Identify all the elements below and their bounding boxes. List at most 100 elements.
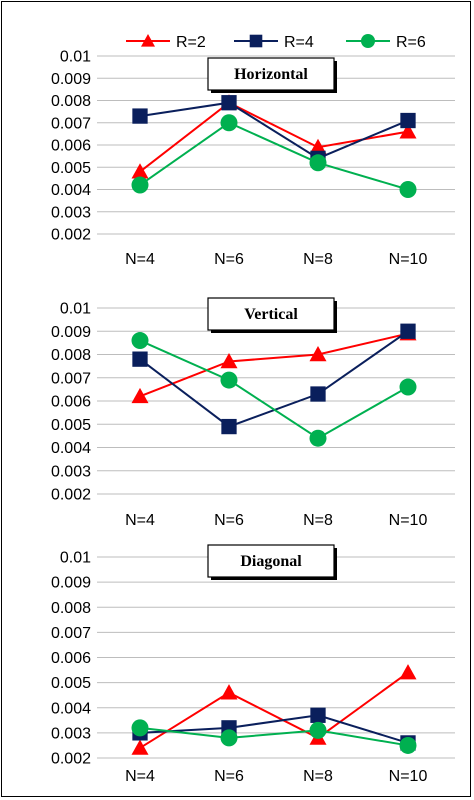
x-tick-label: N=6: [214, 251, 244, 268]
data-point: [221, 418, 237, 435]
x-tick-label: N=8: [303, 512, 333, 529]
series-line: [139, 101, 409, 160]
y-tick-label: 0.005: [51, 417, 91, 434]
data-point: [400, 323, 416, 339]
panel-title-box: Horizontal: [207, 57, 337, 93]
x-tick-label: N=4: [125, 768, 155, 785]
y-tick-label: 0.008: [51, 600, 91, 617]
y-tick-label: 0.002: [51, 751, 91, 768]
panel-title: Horizontal: [234, 66, 308, 83]
data-point: [221, 95, 237, 111]
legend-marker: [361, 34, 375, 48]
data-point: [309, 154, 327, 172]
y-tick-label: 0.005: [51, 675, 91, 692]
x-tick-label: N=10: [389, 768, 428, 785]
y-tick-label: 0.009: [51, 324, 91, 341]
chart-panels: 0.002 0.003 0.004 0.005 0.006 0.007 0.008 0.009…: [51, 49, 455, 785]
panel-title-box: Diagonal: [207, 544, 337, 580]
y-tick-label: 0.01: [60, 301, 91, 318]
y-tick-label: 0.006: [51, 394, 91, 411]
series-line: [139, 332, 409, 398]
y-tick-label: 0.002: [51, 227, 91, 244]
series-line: [139, 714, 409, 744]
data-point: [399, 378, 417, 396]
title-box: [207, 544, 335, 578]
data-point: [310, 386, 326, 402]
panel-title-box: Vertical: [207, 297, 337, 333]
y-tick-label: 0.005: [51, 160, 91, 177]
data-point: [131, 176, 149, 194]
x-tick-label: N=10: [389, 512, 428, 529]
data-point: [220, 352, 238, 369]
panel-title: Diagonal: [240, 553, 302, 570]
x-tick-label: N=8: [303, 251, 333, 268]
legend-label: R=2: [176, 34, 206, 51]
series-line: [139, 339, 409, 440]
y-tick-label: 0.002: [51, 487, 91, 504]
data-point: [131, 163, 149, 179]
legend-item: R=6: [346, 34, 426, 51]
data-point: [131, 332, 149, 350]
data-point: [132, 351, 148, 367]
y-tick-label: 0.007: [51, 625, 91, 642]
data-point: [220, 114, 238, 132]
y-tick-label: 0.01: [60, 550, 91, 567]
y-tick-label: 0.01: [60, 49, 91, 66]
title-box: [207, 297, 335, 331]
y-tick-label: 0.007: [51, 115, 91, 132]
series-line: [139, 671, 409, 749]
y-tick-label: 0.003: [51, 725, 91, 742]
y-tick-label: 0.003: [51, 204, 91, 221]
y-tick-label: 0.008: [51, 347, 91, 364]
data-point: [220, 729, 238, 747]
data-point: [309, 721, 327, 739]
data-point: [132, 108, 148, 124]
chart-panel: 0.002 0.003 0.004 0.005 0.006 0.007 0.008 0.009…: [51, 544, 455, 785]
x-tick-label: N=10: [389, 251, 428, 268]
data-point: [309, 138, 327, 155]
series-line: [139, 330, 409, 428]
data-point: [220, 371, 238, 389]
y-tick-label: 0.003: [51, 463, 91, 480]
y-tick-label: 0.008: [51, 93, 91, 110]
series-line: [139, 121, 409, 191]
data-point: [399, 181, 417, 198]
x-tick-label: N=4: [125, 512, 155, 529]
series-line: [139, 726, 409, 747]
y-tick-label: 0.004: [51, 182, 91, 199]
legend-item: R=4: [234, 34, 314, 51]
y-tick-label: 0.006: [51, 138, 91, 155]
data-point: [309, 346, 327, 362]
x-tick-label: N=6: [214, 768, 244, 785]
data-point: [310, 707, 326, 723]
x-tick-label: N=8: [303, 768, 333, 785]
title-box: [207, 57, 335, 91]
panel-title: Vertical: [244, 306, 298, 323]
legend-label: R=6: [396, 34, 426, 51]
legend-marker: [141, 34, 155, 47]
y-tick-label: 0.004: [51, 700, 91, 717]
legend-item: R=2: [126, 34, 206, 51]
y-tick-label: 0.009: [51, 575, 91, 592]
chart-panel: 0.002 0.003 0.004 0.005 0.006 0.007 0.008 0.009…: [51, 49, 455, 268]
legend: R=2 R=4 R=6: [126, 34, 426, 51]
data-point: [399, 664, 417, 680]
legend-marker: [249, 34, 263, 48]
x-tick-label: N=4: [125, 251, 155, 268]
data-point: [399, 736, 417, 754]
legend-label: R=4: [284, 34, 314, 51]
data-point: [309, 429, 327, 447]
y-tick-label: 0.004: [51, 440, 91, 457]
y-tick-label: 0.006: [51, 650, 91, 667]
data-point: [131, 739, 149, 755]
data-point: [400, 112, 416, 129]
data-point: [131, 387, 149, 404]
data-point: [399, 123, 417, 139]
data-point: [220, 684, 238, 700]
y-tick-label: 0.009: [51, 71, 91, 88]
x-tick-label: N=6: [214, 512, 244, 529]
y-tick-label: 0.007: [51, 370, 91, 387]
chart-panel: 0.002 0.003 0.004 0.005 0.006 0.007 0.008 0.009…: [51, 297, 455, 529]
